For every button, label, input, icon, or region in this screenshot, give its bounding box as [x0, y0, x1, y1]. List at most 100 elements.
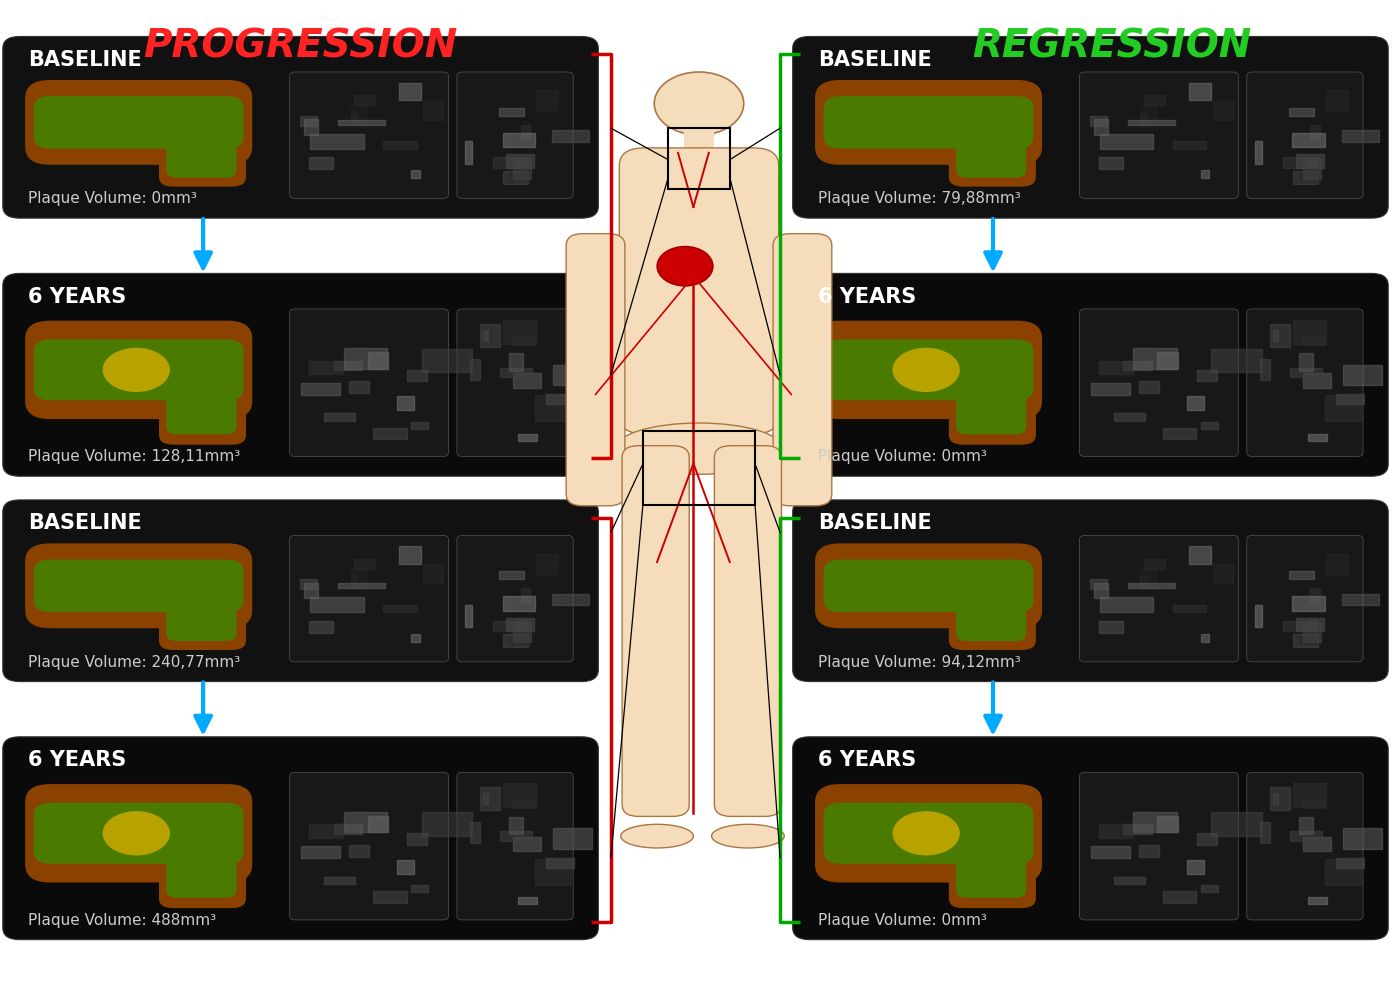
- Bar: [334, 361, 362, 370]
- Bar: [1114, 413, 1145, 421]
- Bar: [552, 828, 593, 849]
- Bar: [1099, 620, 1123, 633]
- Bar: [1197, 833, 1218, 845]
- Bar: [1158, 815, 1179, 832]
- Bar: [1255, 141, 1262, 164]
- Bar: [1145, 96, 1165, 106]
- Bar: [1145, 559, 1165, 569]
- Bar: [422, 812, 473, 836]
- Bar: [1342, 828, 1383, 849]
- Bar: [407, 833, 428, 845]
- Bar: [1090, 116, 1107, 125]
- Bar: [1300, 174, 1320, 180]
- Bar: [1114, 877, 1145, 884]
- Bar: [503, 171, 528, 183]
- Bar: [1302, 336, 1325, 345]
- Bar: [1141, 105, 1158, 125]
- Text: 6 YEARS: 6 YEARS: [28, 750, 126, 770]
- Bar: [506, 618, 534, 631]
- Bar: [519, 157, 527, 166]
- Bar: [344, 811, 387, 832]
- Bar: [1187, 396, 1204, 410]
- Bar: [400, 83, 421, 101]
- Bar: [510, 637, 530, 644]
- Bar: [301, 116, 317, 125]
- FancyBboxPatch shape: [34, 96, 243, 149]
- Bar: [1325, 395, 1360, 421]
- FancyBboxPatch shape: [289, 309, 449, 457]
- FancyBboxPatch shape: [1079, 309, 1239, 457]
- Bar: [368, 815, 389, 832]
- Text: BASELINE: BASELINE: [28, 514, 141, 533]
- Bar: [499, 107, 524, 115]
- Bar: [535, 90, 558, 110]
- FancyBboxPatch shape: [25, 784, 252, 882]
- Ellipse shape: [892, 811, 960, 856]
- Bar: [424, 101, 443, 119]
- FancyBboxPatch shape: [956, 603, 1026, 641]
- Bar: [1309, 897, 1327, 904]
- Ellipse shape: [892, 348, 960, 392]
- Bar: [1309, 620, 1317, 629]
- Bar: [503, 783, 537, 808]
- FancyBboxPatch shape: [159, 131, 246, 186]
- FancyBboxPatch shape: [34, 559, 243, 612]
- Bar: [1289, 368, 1323, 378]
- Bar: [1302, 800, 1325, 809]
- FancyBboxPatch shape: [34, 339, 243, 400]
- Bar: [510, 174, 530, 180]
- Bar: [1300, 637, 1320, 644]
- Text: 6 YEARS: 6 YEARS: [28, 287, 126, 307]
- Bar: [302, 846, 340, 858]
- Bar: [1293, 319, 1327, 344]
- Bar: [535, 395, 570, 421]
- Text: Plaque Volume: 128,11mm³: Plaque Volume: 128,11mm³: [28, 450, 240, 464]
- Bar: [1092, 383, 1130, 394]
- Text: Plaque Volume: 0mm³: Plaque Volume: 0mm³: [28, 191, 197, 206]
- FancyBboxPatch shape: [3, 737, 598, 940]
- Ellipse shape: [621, 824, 693, 848]
- Bar: [407, 370, 428, 382]
- Bar: [1325, 90, 1348, 110]
- Bar: [1272, 793, 1278, 805]
- Bar: [1124, 361, 1152, 370]
- Bar: [1293, 783, 1327, 808]
- FancyBboxPatch shape: [815, 80, 1042, 165]
- FancyBboxPatch shape: [956, 855, 1026, 898]
- Bar: [1292, 596, 1325, 610]
- FancyBboxPatch shape: [25, 80, 252, 165]
- Bar: [1173, 604, 1206, 612]
- Bar: [1269, 787, 1290, 810]
- FancyBboxPatch shape: [714, 446, 781, 816]
- Circle shape: [654, 72, 744, 135]
- Bar: [1124, 824, 1152, 833]
- Bar: [383, 604, 417, 612]
- Bar: [1342, 594, 1378, 605]
- FancyBboxPatch shape: [25, 543, 252, 628]
- Bar: [509, 353, 523, 371]
- Bar: [684, 104, 714, 153]
- Bar: [1095, 119, 1107, 135]
- FancyBboxPatch shape: [956, 140, 1026, 177]
- Bar: [1325, 553, 1348, 574]
- Bar: [1303, 374, 1331, 387]
- Bar: [397, 396, 414, 410]
- Text: Plaque Volume: 79,88mm³: Plaque Volume: 79,88mm³: [818, 191, 1021, 206]
- Bar: [310, 598, 363, 612]
- Bar: [1336, 394, 1363, 404]
- Bar: [513, 374, 541, 387]
- Text: BASELINE: BASELINE: [818, 50, 931, 70]
- Bar: [305, 119, 317, 135]
- Bar: [520, 589, 530, 602]
- Text: REGRESSION: REGRESSION: [972, 28, 1251, 66]
- Text: BASELINE: BASELINE: [28, 50, 141, 70]
- Text: PROGRESSION: PROGRESSION: [144, 28, 457, 66]
- Bar: [368, 352, 389, 369]
- Bar: [1310, 589, 1320, 602]
- Bar: [480, 323, 500, 347]
- Bar: [1134, 811, 1177, 832]
- Bar: [1296, 618, 1324, 631]
- Bar: [1095, 583, 1107, 599]
- Bar: [1139, 845, 1159, 857]
- Bar: [1289, 831, 1323, 841]
